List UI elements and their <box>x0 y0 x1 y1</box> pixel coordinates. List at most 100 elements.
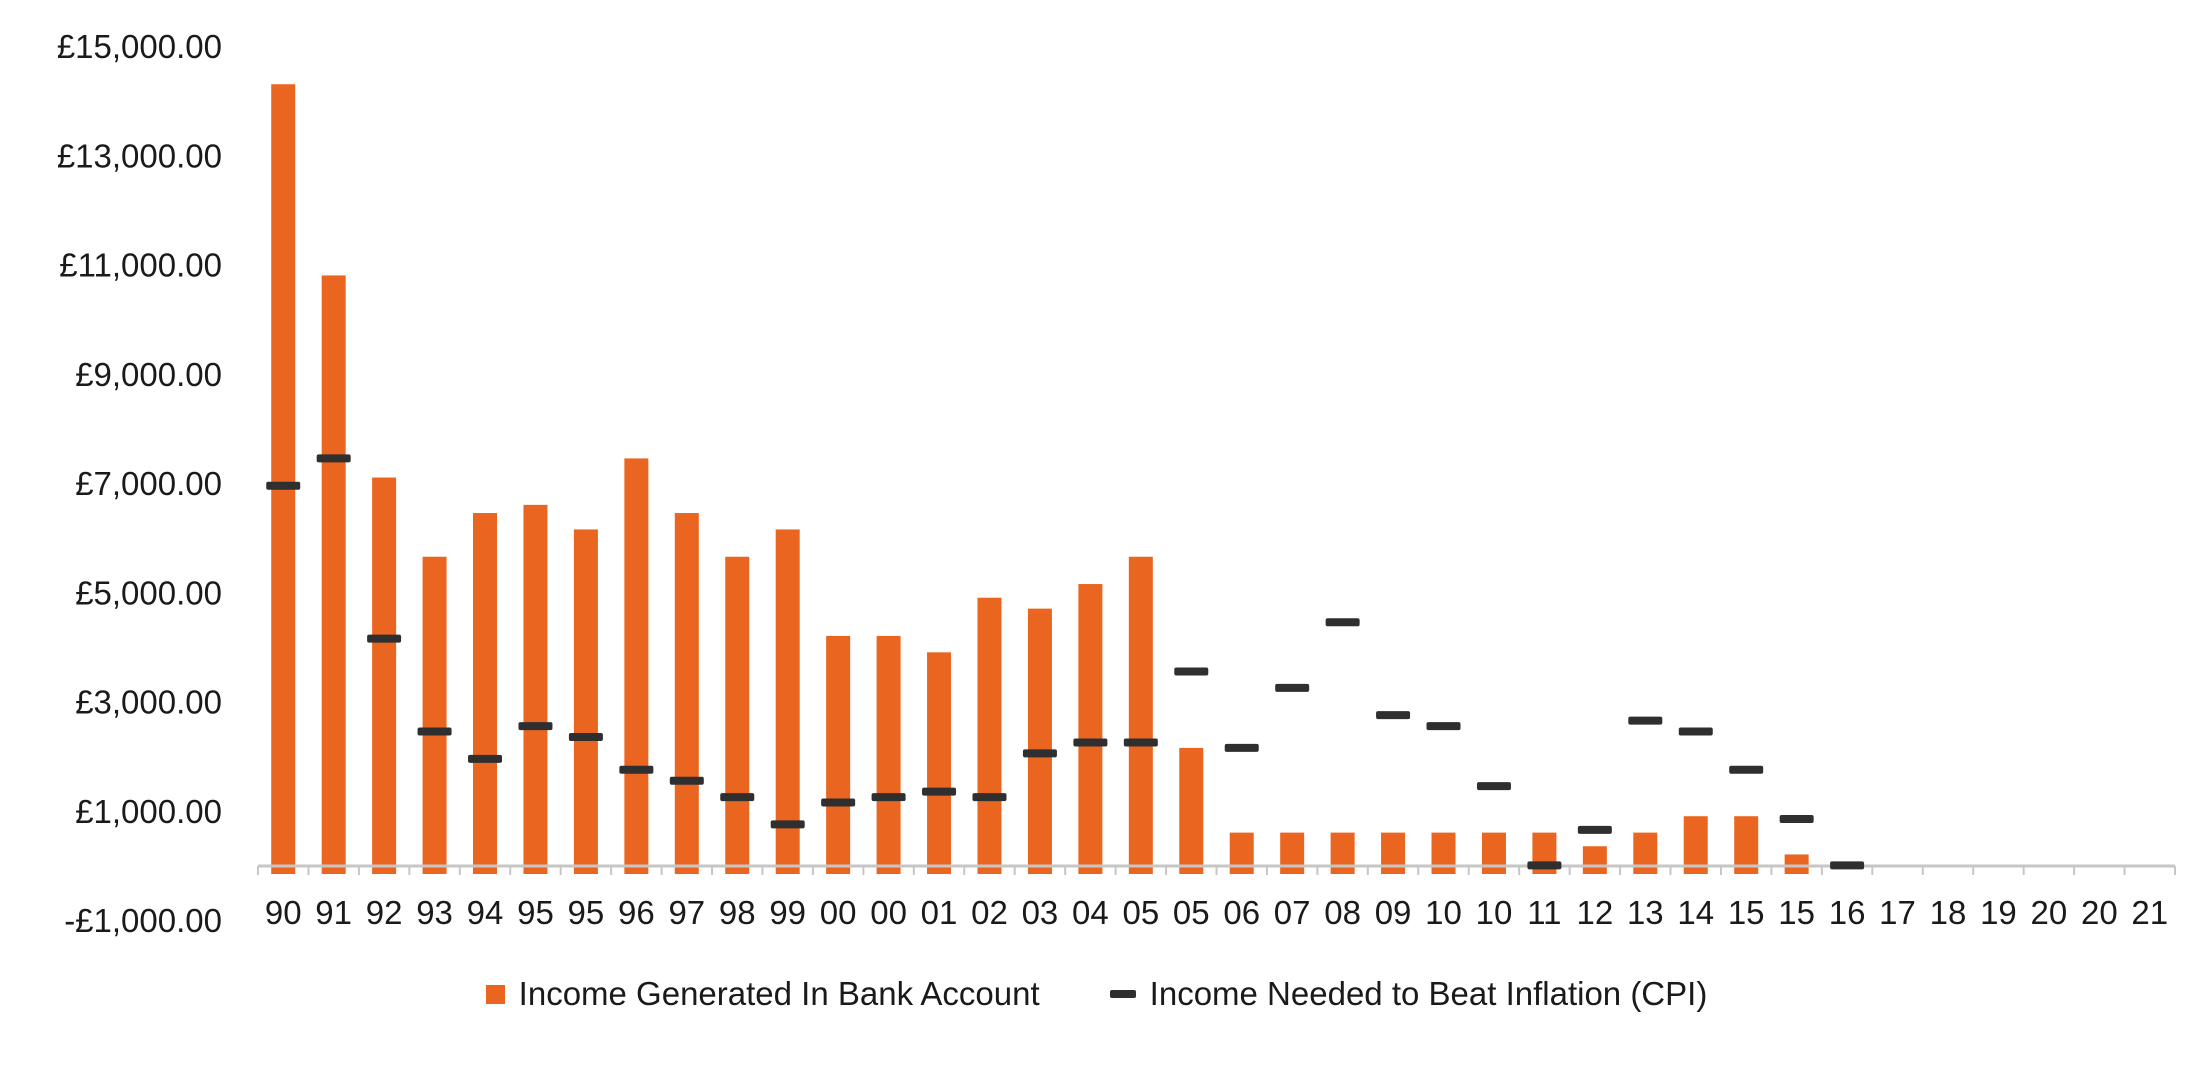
bar <box>1128 556 1153 874</box>
x-tick-label: 00 <box>820 894 857 931</box>
bar <box>372 477 397 874</box>
bar <box>1381 832 1406 874</box>
legend-label-bank-income: Income Generated In Bank Account <box>518 975 1040 1012</box>
bar <box>725 556 750 874</box>
bar <box>1431 832 1456 874</box>
cpi-marker <box>316 454 351 463</box>
cpi-marker <box>266 481 301 490</box>
cpi-marker <box>1174 667 1209 676</box>
cpi-marker <box>972 793 1007 802</box>
x-tick-label: 17 <box>1879 894 1916 931</box>
bar <box>1481 832 1506 874</box>
x-tick-label: 01 <box>921 894 958 931</box>
cpi-marker <box>1628 716 1663 725</box>
x-tick-label: 15 <box>1728 894 1765 931</box>
cpi-marker <box>1830 861 1865 870</box>
bar <box>977 597 1002 874</box>
cpi-marker <box>720 793 755 802</box>
x-tick-label: 07 <box>1274 894 1311 931</box>
cpi-marker <box>1123 738 1158 747</box>
legend-item-inflation: Income Needed to Beat Inflation (CPI) <box>1109 975 1708 1013</box>
x-tick-label: 93 <box>416 894 453 931</box>
cpi-marker <box>1022 749 1057 758</box>
cpi-marker <box>1073 738 1108 747</box>
x-tick-label: 03 <box>1022 894 1059 931</box>
y-tick-label: £13,000.00 <box>57 137 222 174</box>
cpi-marker <box>1527 861 1562 870</box>
x-tick-label: 20 <box>2031 894 2068 931</box>
bar <box>422 556 447 874</box>
x-tick-label: 11 <box>1527 894 1561 931</box>
y-tick-label: £7,000.00 <box>75 465 222 502</box>
bar <box>271 84 296 875</box>
cpi-marker <box>1275 683 1310 692</box>
x-tick-label: 12 <box>1576 894 1613 931</box>
x-tick-label: 98 <box>719 894 756 931</box>
cpi-marker <box>922 787 957 796</box>
x-tick-label: 94 <box>467 894 504 931</box>
x-tick-label: 20 <box>2081 894 2118 931</box>
y-axis-labels: £15,000.00 £13,000.00 £11,000.00 £9,000.00 £… <box>57 28 222 939</box>
bar <box>1734 816 1759 874</box>
bar <box>1179 747 1204 874</box>
bar <box>1330 832 1355 874</box>
legend-item-bank-income: Income Generated In Bank Account <box>485 975 1040 1013</box>
legend-swatch-bar <box>485 984 505 1004</box>
x-tick-label: 09 <box>1375 894 1412 931</box>
x-tick-label: 04 <box>1072 894 1109 931</box>
marker-series <box>266 454 1865 870</box>
x-tick-label: 92 <box>366 894 403 931</box>
bar <box>876 635 901 874</box>
x-tick-label: 96 <box>618 894 655 931</box>
x-tick-label: 95 <box>517 894 554 931</box>
cpi-marker <box>1678 727 1713 736</box>
y-tick-label: -£1,000.00 <box>64 902 222 939</box>
cpi-marker <box>1476 782 1511 791</box>
cpi-marker <box>1426 722 1461 731</box>
cpi-marker <box>1325 618 1360 627</box>
y-tick-label: £11,000.00 <box>59 247 222 284</box>
cpi-marker <box>1779 814 1814 823</box>
x-tick-label: 91 <box>315 894 352 931</box>
x-tick-label: 19 <box>1980 894 2017 931</box>
cpi-marker <box>568 733 603 742</box>
x-tick-label: 08 <box>1324 894 1361 931</box>
x-tick-label: 06 <box>1223 894 1260 931</box>
y-tick-label: £1,000.00 <box>75 793 222 830</box>
bar-series <box>271 84 1809 875</box>
cpi-marker <box>468 754 503 763</box>
x-tick-label: 18 <box>1930 894 1967 931</box>
cpi-marker <box>367 634 402 643</box>
bar <box>1784 854 1809 874</box>
cpi-marker <box>770 820 805 829</box>
x-tick-label: 05 <box>1122 894 1159 931</box>
x-tick-label: 97 <box>668 894 705 931</box>
bar <box>1633 832 1658 874</box>
x-tick-label: 02 <box>971 894 1008 931</box>
x-tick-label: 10 <box>1476 894 1513 931</box>
cpi-marker <box>1577 825 1612 834</box>
x-tick-label: 00 <box>870 894 907 931</box>
y-tick-label: £5,000.00 <box>75 574 222 611</box>
x-tick-label: 16 <box>1829 894 1866 931</box>
legend: Income Generated In Bank Account Income … <box>0 975 2193 1013</box>
x-tick-label: 95 <box>568 894 605 931</box>
bar <box>573 529 598 874</box>
x-tick-label: 14 <box>1677 894 1714 931</box>
x-tick-label: 21 <box>2131 894 2168 931</box>
cpi-marker <box>417 727 452 736</box>
bar <box>321 275 346 874</box>
cpi-marker <box>1376 711 1411 720</box>
bar <box>624 458 649 874</box>
bar <box>1078 584 1103 874</box>
bar <box>826 635 851 874</box>
bar <box>473 513 498 874</box>
bar <box>674 513 699 874</box>
cpi-marker <box>1729 765 1764 774</box>
legend-label-inflation: Income Needed to Beat Inflation (CPI) <box>1149 975 1708 1012</box>
legend-swatch-marker <box>1109 990 1136 998</box>
bar <box>1027 608 1052 874</box>
cpi-marker <box>669 776 704 785</box>
bar <box>927 652 952 874</box>
cpi-marker <box>821 798 856 807</box>
